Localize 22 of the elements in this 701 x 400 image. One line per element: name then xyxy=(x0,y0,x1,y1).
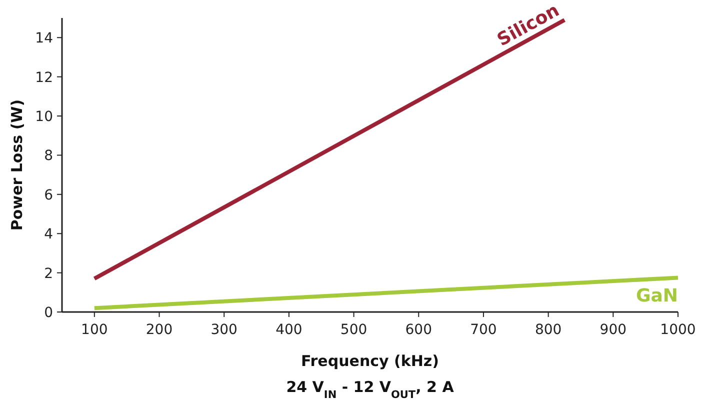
series-label: GaN xyxy=(636,286,678,307)
x-tick-label: 800 xyxy=(534,322,562,338)
y-axis-title: Power Loss (W) xyxy=(8,99,26,231)
y-tick-label: 2 xyxy=(44,266,53,282)
x-tick-label: 900 xyxy=(600,322,627,338)
text: 24 V$_{IN}$ - 12 V$_{OUT}$, 2 A xyxy=(286,378,454,400)
x-tick-label: 200 xyxy=(146,322,173,338)
y-tick-label: 0 xyxy=(44,305,53,321)
x-tick-label: 300 xyxy=(210,322,238,338)
x-tick-label: 400 xyxy=(276,322,302,338)
x-tick-label: 600 xyxy=(405,322,432,338)
y-tick-label: 4 xyxy=(44,226,54,243)
x-axis-title: Frequency (kHz) xyxy=(301,352,439,370)
y-tick-label: 10 xyxy=(35,109,53,125)
y-tick-label: 14 xyxy=(35,30,54,47)
y-tick-label: 12 xyxy=(35,70,53,86)
x-tick-label: 100 xyxy=(81,322,108,338)
y-tick-label: 8 xyxy=(44,148,53,164)
x-tick-label: 700 xyxy=(470,322,497,338)
y-tick-label: 6 xyxy=(44,187,54,204)
x-tick-label: 500 xyxy=(340,322,368,338)
x-tick-label: 1000 xyxy=(660,322,696,338)
